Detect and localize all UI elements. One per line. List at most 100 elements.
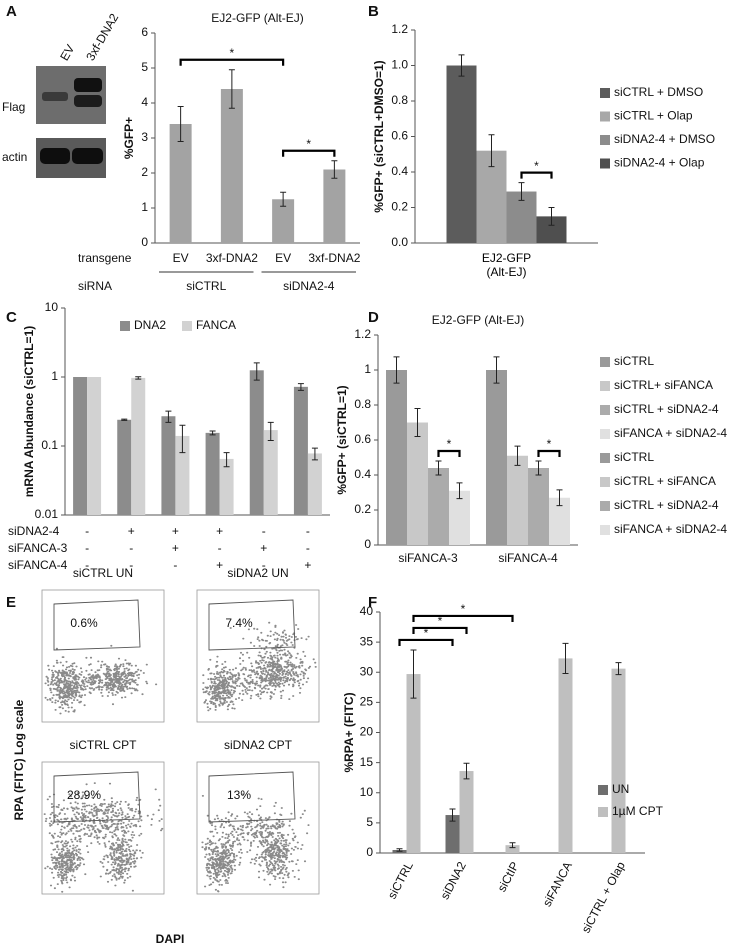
condition-mark: - [85,541,89,555]
y-tick-label: 1 [364,362,371,376]
condition-mark: - [262,524,266,538]
bar [73,377,88,515]
error-bar [135,376,142,380]
legend-swatch [600,135,610,145]
significance-label: * [461,602,466,616]
legend-label: DNA2 [134,318,166,332]
bar [445,815,460,853]
y-tick-label: 15 [360,755,374,769]
panel-label: F [368,594,377,611]
error-bar [280,191,287,207]
legend-label: siDNA2-4 + Olap [614,156,705,170]
bar [449,490,470,545]
bar [549,497,570,545]
x-tick-label: siCTRL + Olap [579,859,628,935]
significance-label: * [438,614,443,628]
bar [459,771,474,853]
bar [407,422,428,545]
y-tick-label: 0.8 [354,397,371,411]
significance-bracket [537,449,561,457]
y-tick-label: 1.2 [391,22,408,36]
blot-band [74,95,102,107]
error-bar [311,447,318,461]
error-bar [179,424,186,454]
flow-gate-label: 13% [227,788,251,802]
flow-plot: siDNA2 UN 7.4% [196,566,320,723]
significance-bracket [520,171,553,179]
legend-label: siCTRL + DMSO [614,85,703,99]
legend-label: UN [612,782,629,796]
bar [528,468,549,545]
bar [428,468,449,545]
y-axis-label: %RPA+ (FITC) [342,692,356,772]
chart: %RPA+ (FITC) 0 5 10 15 20 25 30 35 40 siCTRL siDNA2… [342,602,663,935]
bar [131,377,146,515]
bar [558,658,573,853]
y-axis-label: %GFP+ (siCTRL=1) [335,385,349,494]
legend-label: 1µM CPT [612,804,664,818]
significance-bracket [412,614,514,622]
panel-label: E [6,594,16,611]
y-tick-label: 1.2 [354,327,371,341]
chart: mRNA Abundance (siCTRL=1) 0.01 0.1 1 10 - - - + -… [8,300,330,572]
significance-label: * [306,137,311,151]
x-tick-label: siCTRL [385,859,416,901]
error-bar [223,452,230,468]
legend-swatch [600,501,610,511]
y-tick-label: 0.0 [391,235,408,249]
bar [249,370,264,515]
flow-title: siDNA2 UN [227,566,288,580]
x-tick-label: 3xf-DNA2 [206,251,258,265]
error-bar [518,182,525,201]
bar [117,419,132,515]
legend-swatch [598,785,608,795]
flow-frame [196,589,320,723]
group-label: siCTRL [186,279,226,293]
legend-swatch [600,381,610,391]
flow-gate-label: 7.4% [225,616,253,630]
legend-label: siCTRL + Olap [614,109,693,123]
condition-mark: - [262,558,266,572]
blot-row-label: actin [2,150,27,164]
condition-mark: + [128,524,135,538]
bar [486,370,507,545]
condition-mark: + [172,524,179,538]
flow-gate [208,599,296,651]
error-bar [514,445,521,466]
y-tick-label: 0.4 [354,467,371,481]
legend-label: FANCA [196,318,236,332]
y-tick-label: 0 [366,845,373,859]
legend-swatch [600,453,610,463]
legend-swatch [600,88,610,98]
bar [507,455,528,545]
error-bar [253,362,260,381]
bar [406,674,421,853]
legend-label: siCTRL + siDNA2-4 [614,498,719,512]
y-tick-label: 0.8 [391,93,408,107]
chart-title: EJ2-GFP (Alt-EJ) [432,313,524,327]
flow-gate-label: 0.6% [70,616,98,630]
significance-label: * [230,46,235,60]
flow-events [201,793,310,893]
flow-plot: siCTRL CPT 28.9% [41,738,165,895]
row-label: transgene [78,251,132,265]
bar [505,845,520,853]
flow-frame [41,761,165,895]
error-bar [449,808,456,822]
panel-label: B [368,3,379,20]
significance-label: * [424,626,429,640]
error-bar [228,69,235,109]
error-bar [456,482,463,500]
legend-swatch [600,477,610,487]
bar [307,453,322,515]
y-tick-label: 0 [141,235,148,249]
flow-events [202,621,317,712]
y-tick-label: 0.2 [354,502,371,516]
y-axis-label: mRNA Abundance (siCTRL=1) [22,326,36,497]
flow-frame [196,761,320,895]
legend-swatch [600,405,610,415]
legend-swatch [598,807,608,817]
flow-title: siCTRL UN [73,566,133,580]
legend-label: siFANCA + siDNA2-4 [614,426,727,440]
